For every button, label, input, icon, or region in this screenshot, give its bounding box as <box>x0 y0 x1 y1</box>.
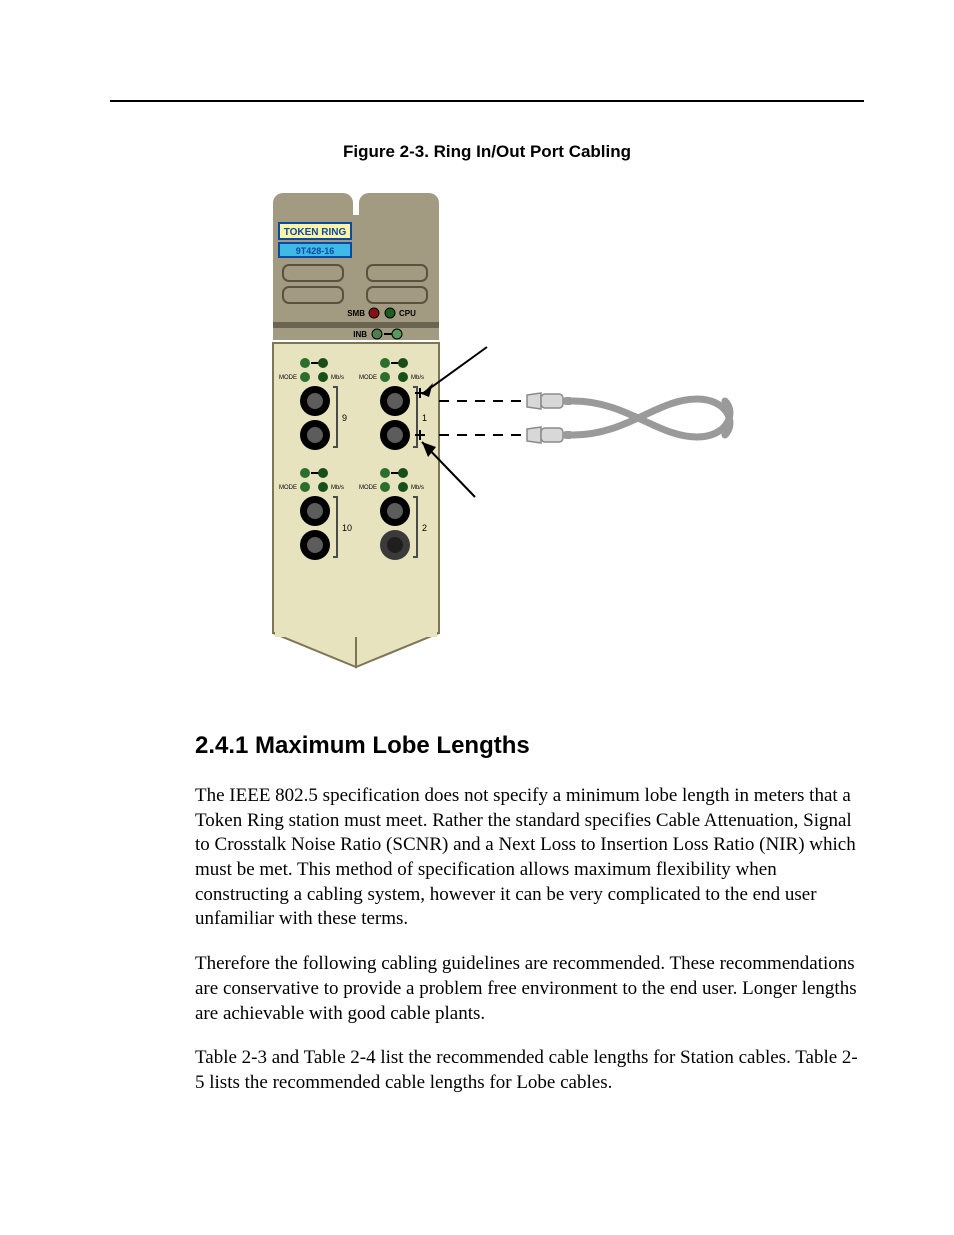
section-title: 2.4.1 Maximum Lobe Lengths <box>195 732 864 760</box>
figure-caption: Figure 2-3. Ring In/Out Port Cabling <box>110 142 864 162</box>
svg-text:Mb/s: Mb/s <box>411 485 424 491</box>
svg-text:2: 2 <box>422 523 427 533</box>
svg-text:1: 1 <box>422 413 427 423</box>
svg-text:Mb/s: Mb/s <box>331 485 344 491</box>
figure-ring-io-cabling: TOKEN RING 9T428-16 SMB CPU INB <box>227 187 747 687</box>
svg-text:10: 10 <box>342 523 352 533</box>
module: TOKEN RING 9T428-16 SMB CPU INB <box>273 193 439 667</box>
inb-label: INB <box>353 330 367 339</box>
svg-text:MODE: MODE <box>279 375 297 381</box>
header-rule <box>110 100 864 102</box>
page: Figure 2-3. Ring In/Out Port Cabling TOK… <box>0 0 954 1235</box>
svg-text:Mb/s: Mb/s <box>411 375 424 381</box>
svg-text:MODE: MODE <box>279 485 297 491</box>
body-paragraph: Therefore the following cabling guidelin… <box>195 952 864 1026</box>
cpu-label: CPU <box>399 309 416 318</box>
model-label: 9T428-16 <box>296 246 335 256</box>
token-ring-label: TOKEN RING <box>284 227 347 238</box>
svg-text:Mb/s: Mb/s <box>331 375 344 381</box>
svg-text:MODE: MODE <box>359 375 377 381</box>
body-paragraph: The IEEE 802.5 specification does not sp… <box>195 784 864 932</box>
svg-text:9: 9 <box>342 413 347 423</box>
dashed-guides <box>439 401 527 435</box>
body-paragraph: Table 2-3 and Table 2-4 list the recomme… <box>195 1046 864 1095</box>
svg-text:MODE: MODE <box>359 485 377 491</box>
smb-label: SMB <box>347 309 365 318</box>
cable-assembly <box>527 393 730 443</box>
